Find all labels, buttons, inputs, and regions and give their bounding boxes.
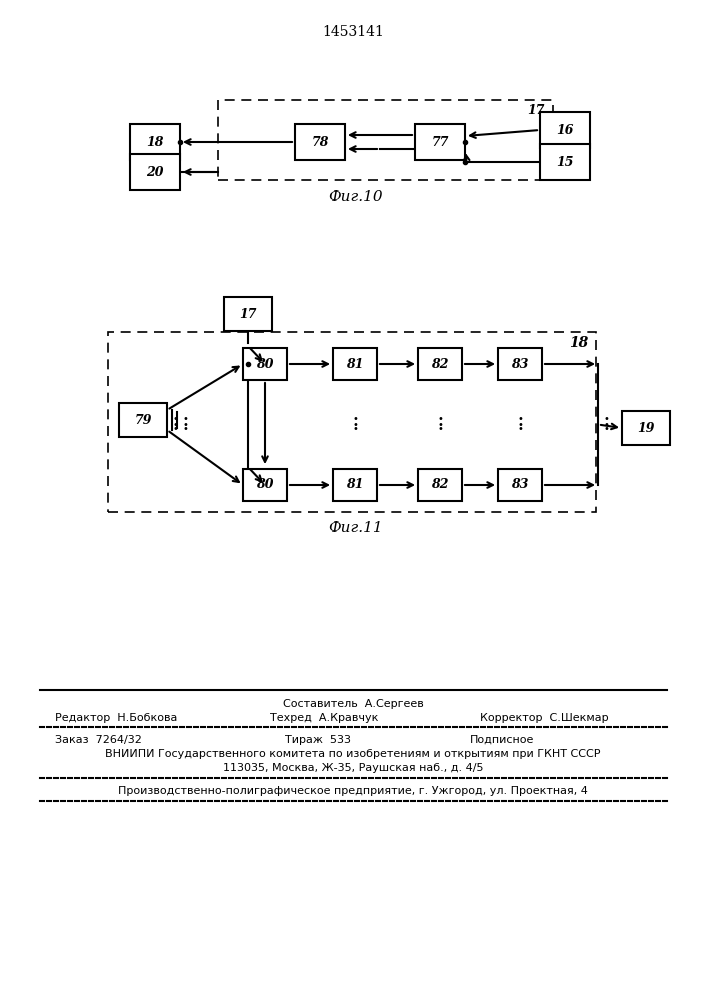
Text: 83: 83: [511, 358, 529, 370]
Bar: [119, 403, 167, 437]
Bar: [333, 469, 377, 501]
Text: 16: 16: [556, 123, 574, 136]
Bar: [333, 348, 377, 380]
Text: •: •: [517, 420, 523, 430]
Text: 77: 77: [431, 135, 449, 148]
Text: 19: 19: [637, 422, 655, 434]
Bar: [295, 124, 345, 160]
Text: Фиг.10: Фиг.10: [327, 190, 382, 204]
Text: 79: 79: [134, 414, 152, 426]
Bar: [130, 124, 180, 160]
Text: ВНИИПИ Государственного комитета по изобретениям и открытиям при ГКНТ СССР: ВНИИПИ Государственного комитета по изоб…: [105, 749, 601, 759]
Bar: [243, 469, 287, 501]
Text: Заказ  7264/32: Заказ 7264/32: [55, 735, 142, 745]
Text: Корректор  С.Шекмар: Корректор С.Шекмар: [480, 713, 609, 723]
Text: Производственно-полиграфическое предприятие, г. Ужгород, ул. Проектная, 4: Производственно-полиграфическое предприя…: [118, 786, 588, 796]
Text: 78: 78: [311, 135, 329, 148]
Text: •: •: [437, 420, 443, 430]
Text: Редактор  Н.Бобкова: Редактор Н.Бобкова: [55, 713, 177, 723]
Bar: [622, 411, 670, 445]
Bar: [498, 348, 542, 380]
Text: •: •: [172, 420, 178, 430]
Text: Составитель  А.Сергеев: Составитель А.Сергеев: [283, 699, 423, 709]
Text: 81: 81: [346, 358, 363, 370]
Bar: [224, 297, 272, 331]
Text: •: •: [437, 424, 443, 434]
Bar: [540, 144, 590, 180]
Bar: [130, 154, 180, 190]
Text: •: •: [182, 414, 188, 424]
Text: Техред  А.Кравчук: Техред А.Кравчук: [270, 713, 378, 723]
Text: •: •: [603, 420, 609, 430]
Text: 15: 15: [556, 155, 574, 168]
Text: 18: 18: [146, 135, 164, 148]
Text: 113035, Москва, Ж-35, Раушская наб., д. 4/5: 113035, Москва, Ж-35, Раушская наб., д. …: [223, 763, 484, 773]
Text: •: •: [517, 424, 523, 434]
Bar: [540, 112, 590, 148]
Text: •: •: [352, 420, 358, 430]
Text: 82: 82: [431, 479, 449, 491]
Text: •: •: [603, 414, 609, 424]
Text: •: •: [172, 414, 178, 424]
Text: •: •: [517, 414, 523, 424]
Text: •: •: [182, 424, 188, 434]
Text: •: •: [352, 424, 358, 434]
Bar: [418, 348, 462, 380]
Text: 81: 81: [346, 479, 363, 491]
Bar: [243, 348, 287, 380]
Text: 18: 18: [568, 336, 588, 350]
Bar: [218, 100, 553, 180]
Text: 1453141: 1453141: [322, 25, 384, 39]
Text: •: •: [182, 420, 188, 430]
Bar: [415, 124, 465, 160]
Text: •: •: [603, 424, 609, 434]
Bar: [108, 332, 596, 512]
Text: 83: 83: [511, 479, 529, 491]
Text: •: •: [352, 414, 358, 424]
Text: 80: 80: [256, 479, 274, 491]
Text: 20: 20: [146, 165, 164, 178]
Text: 82: 82: [431, 358, 449, 370]
Bar: [418, 469, 462, 501]
Text: 17: 17: [527, 104, 545, 117]
Text: Фиг.11: Фиг.11: [327, 521, 382, 535]
Text: •: •: [437, 414, 443, 424]
Text: Тираж  533: Тираж 533: [285, 735, 351, 745]
Text: 17: 17: [239, 308, 257, 320]
Text: •: •: [172, 424, 178, 434]
Bar: [498, 469, 542, 501]
Text: 80: 80: [256, 358, 274, 370]
Text: Подписное: Подписное: [470, 735, 534, 745]
